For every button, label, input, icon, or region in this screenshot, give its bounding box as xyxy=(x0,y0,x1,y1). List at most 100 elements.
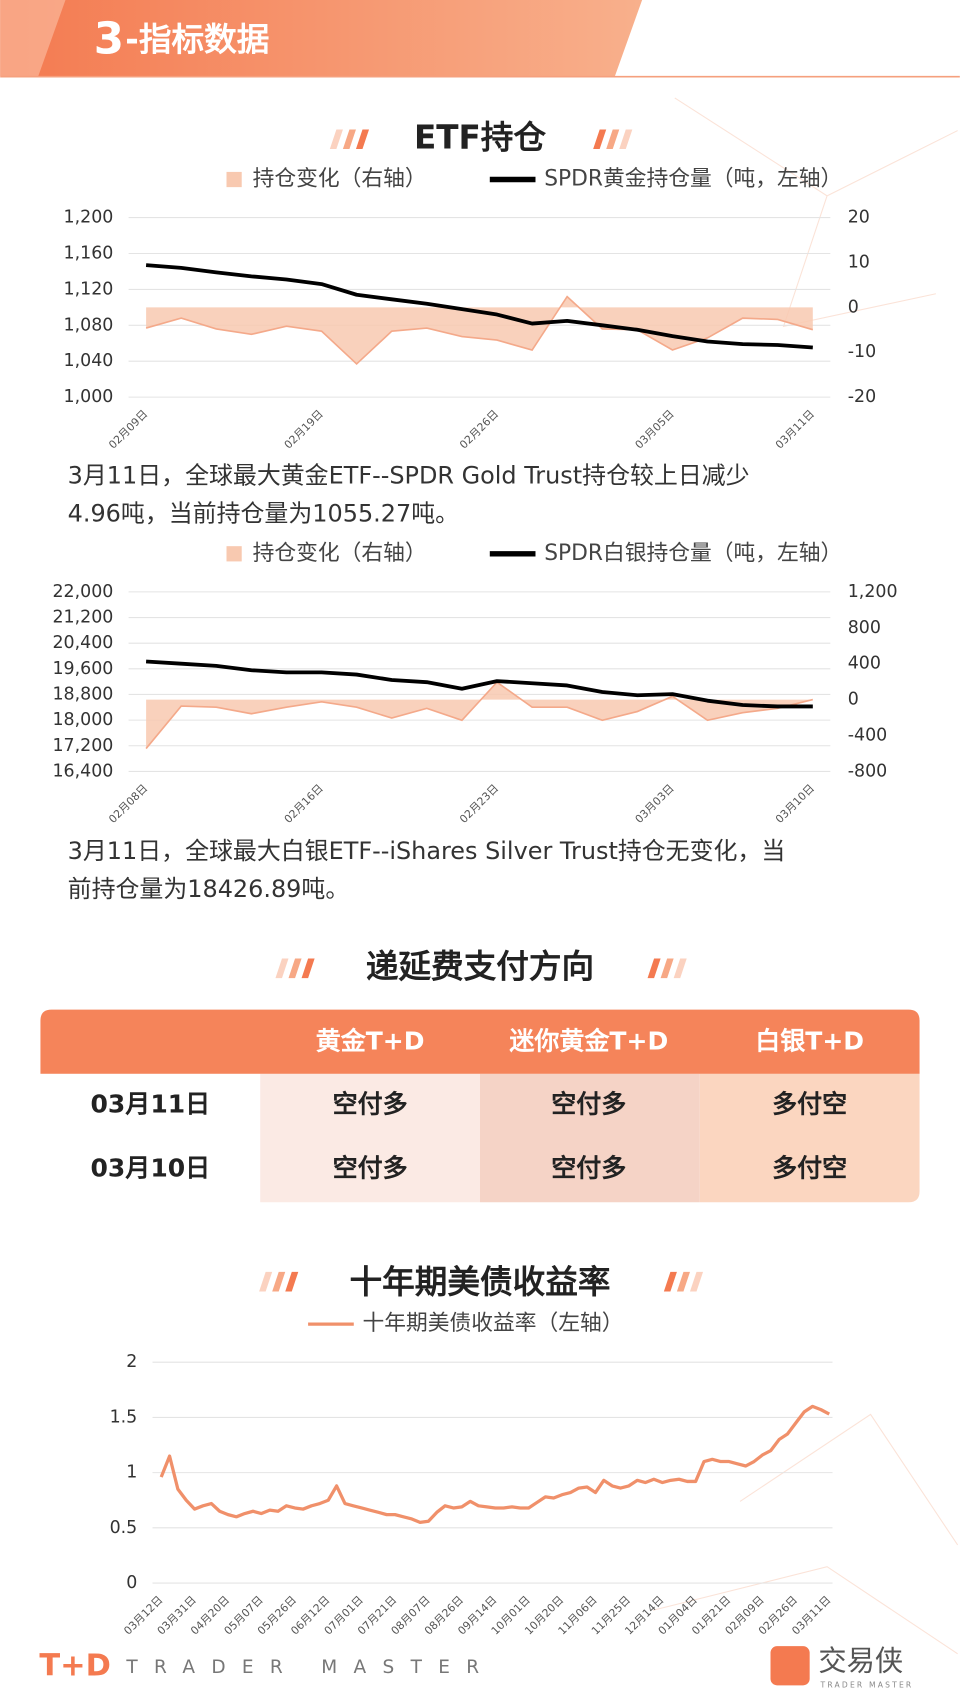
y2-tick-label: 10 xyxy=(848,252,870,272)
table-col-bg xyxy=(480,1073,700,1203)
y-tick-label: 17,200 xyxy=(52,736,113,756)
y-tick-label: 1.5 xyxy=(110,1407,138,1427)
x-tick-label: 03月03日 xyxy=(633,782,677,826)
logo-icon xyxy=(770,1646,810,1686)
table-cell: 空付多 xyxy=(333,1154,408,1183)
y-tick-label: 18,800 xyxy=(52,684,113,704)
title-decoration xyxy=(647,958,661,979)
table-col-bg xyxy=(260,1073,480,1203)
table-date: 03月11日 xyxy=(91,1089,211,1118)
footer-brand: T+D xyxy=(39,1648,111,1683)
table-cell: 多付空 xyxy=(772,1089,847,1118)
y-tick-label: 1,000 xyxy=(64,387,114,407)
y2-tick-label: 1,200 xyxy=(848,582,898,602)
title-decoration xyxy=(663,1271,677,1292)
y2-tick-label: -20 xyxy=(848,387,876,407)
y-tick-label: 18,000 xyxy=(52,710,113,730)
header-banner xyxy=(0,0,643,77)
header-number: 3 xyxy=(94,14,124,64)
footer-slogan: TRADER MASTER xyxy=(125,1657,495,1678)
table-date-bg xyxy=(40,1073,261,1203)
caption: 3月11日，全球最大黄金ETF--SPDR Gold Trust持仓较上日减少 xyxy=(68,462,750,490)
title-decoration xyxy=(619,129,633,150)
line xyxy=(145,659,813,709)
x-tick-label: 02月16日 xyxy=(282,782,326,826)
y-tick-label: 1,160 xyxy=(64,244,114,264)
y2-tick-label: 800 xyxy=(848,618,881,638)
y2-tick-label: -10 xyxy=(848,342,876,362)
y-tick-label: 2 xyxy=(126,1352,137,1372)
table-header: 黄金T+D xyxy=(316,1026,425,1055)
title-decoration xyxy=(593,129,607,150)
legend-label: SPDR黄金持仓量（吨，左轴） xyxy=(544,167,842,192)
footer-logo-sub: TRADER MASTER xyxy=(820,1680,914,1689)
line xyxy=(145,263,813,350)
x-tick-label: 02月09日 xyxy=(106,407,150,451)
title-decoration xyxy=(329,129,343,150)
y-tick-label: 0.5 xyxy=(110,1518,138,1538)
area-fill xyxy=(146,296,813,364)
y-tick-label: 21,200 xyxy=(52,608,113,628)
y2-tick-label: 400 xyxy=(848,654,881,674)
area-fill xyxy=(146,682,813,749)
y-tick-label: 20,400 xyxy=(52,633,113,653)
title-decoration xyxy=(355,129,370,150)
table-date: 03月10日 xyxy=(91,1154,211,1183)
background-decoration xyxy=(652,97,959,1655)
legend-swatch xyxy=(226,171,242,188)
title-decoration xyxy=(259,1271,273,1292)
title-decoration xyxy=(673,958,687,979)
x-tick-label: 03月10日 xyxy=(773,782,817,826)
legend-label: SPDR白银持仓量（吨，左轴） xyxy=(544,541,842,566)
x-tick-label: 03月11日 xyxy=(773,407,817,451)
header-stripe xyxy=(0,0,66,77)
caption: 3月11日，全球最大白银ETF--iShares Silver Trust持仓无… xyxy=(68,837,786,865)
title-decoration xyxy=(660,958,674,979)
title-decoration xyxy=(676,1271,690,1292)
title-decoration xyxy=(272,1271,286,1292)
y-tick-label: 1,200 xyxy=(64,208,114,228)
chart-title: ETF持仓 xyxy=(414,118,546,156)
y-tick-label: 1,040 xyxy=(64,351,114,371)
table-cell: 空付多 xyxy=(551,1154,626,1183)
y-tick-label: 1 xyxy=(126,1463,137,1483)
title-decoration xyxy=(342,129,356,150)
caption: 前持仓量为18426.89吨。 xyxy=(68,875,350,903)
footer: T+D TRADER MASTER 交易侠 TRADER MASTER xyxy=(39,1644,914,1689)
legend-label: 持仓变化（右轴） xyxy=(253,541,427,566)
chart-title: 十年期美债收益率 xyxy=(350,1263,611,1301)
y-tick-label: 0 xyxy=(126,1573,137,1593)
y2-tick-label: 0 xyxy=(848,690,859,710)
title-decoration xyxy=(301,958,315,979)
title-decoration xyxy=(288,958,302,979)
area-edge xyxy=(145,681,814,750)
footer-logo: 交易侠 xyxy=(818,1644,903,1677)
y-tick-label: 16,400 xyxy=(52,761,113,781)
x-tick-label: 03月05日 xyxy=(633,407,677,451)
y-tick-label: 1,080 xyxy=(64,315,114,335)
header-title: -指标数据 xyxy=(125,20,269,58)
y2-tick-label: -400 xyxy=(848,725,887,745)
y2-tick-label: -800 xyxy=(848,761,887,781)
section-title: 递延费支付方向 xyxy=(366,947,594,985)
table-cell: 多付空 xyxy=(772,1154,847,1183)
legend-label: 持仓变化（右轴） xyxy=(253,167,427,192)
table xyxy=(40,1009,920,1203)
y-tick-label: 1,120 xyxy=(64,279,114,299)
y2-tick-label: 20 xyxy=(848,208,870,228)
title-decoration xyxy=(689,1271,704,1292)
title-decoration xyxy=(275,958,289,979)
table-cell: 空付多 xyxy=(333,1089,408,1118)
table-header-bg xyxy=(40,1009,920,1074)
table-header: 迷你黄金T+D xyxy=(509,1026,668,1055)
y-tick-label: 22,000 xyxy=(52,582,113,602)
table-col-bg xyxy=(699,1073,920,1203)
title-decoration xyxy=(606,129,620,150)
x-tick-label: 02月19日 xyxy=(282,407,326,451)
y2-tick-label: 0 xyxy=(848,297,859,317)
line xyxy=(159,1404,831,1524)
table-cell: 空付多 xyxy=(551,1089,626,1118)
title-decoration xyxy=(285,1271,299,1292)
caption: 4.96吨，当前持仓量为1055.27吨。 xyxy=(68,500,459,528)
